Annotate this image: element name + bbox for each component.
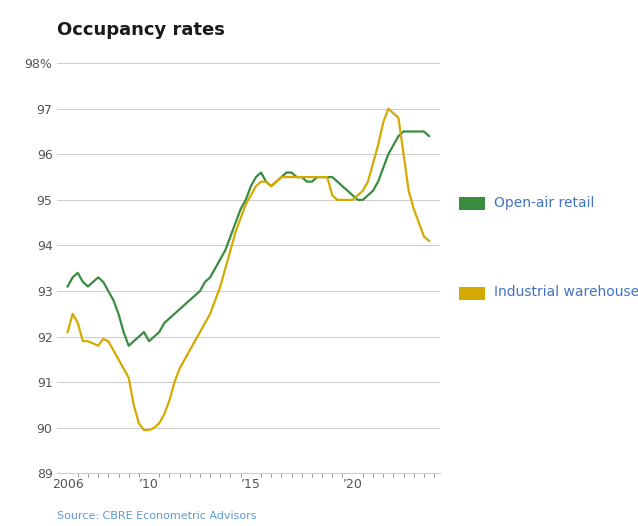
Text: Open-air retail: Open-air retail (494, 196, 595, 209)
Text: Source: CBRE Econometric Advisors: Source: CBRE Econometric Advisors (57, 511, 257, 521)
Text: Industrial warehouses: Industrial warehouses (494, 285, 638, 299)
Text: Occupancy rates: Occupancy rates (57, 22, 225, 39)
